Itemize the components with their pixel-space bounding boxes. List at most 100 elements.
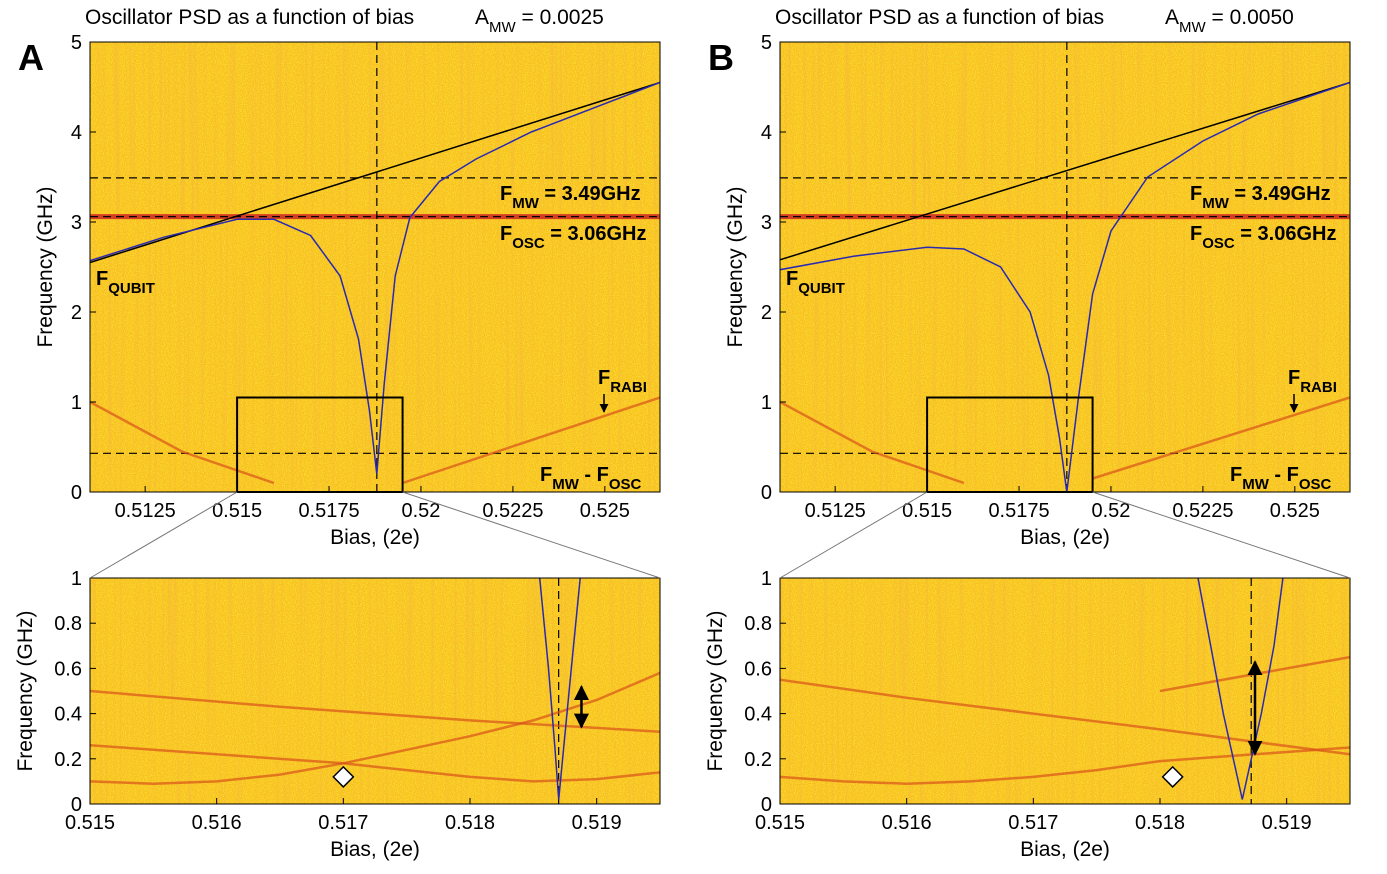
subscript: MW [1242,476,1269,493]
zoom-connector [1092,491,1351,579]
heatmap-texture [90,42,660,492]
y-axis-label: Frequency (GHz) [14,610,37,771]
annotation: FMW - FOSC [540,464,642,493]
plot-area [90,578,660,804]
curve [90,689,660,733]
text-part: = 3.49GHz [1229,183,1331,205]
text-part: F [1288,367,1300,389]
x-tick-label: 0.5175 [298,500,359,522]
x-tick-label: 0.515 [902,500,952,522]
curve [90,671,660,785]
text-part: F [540,464,552,486]
text-part: = 3.49GHz [539,183,641,205]
y-tick-label: 5 [71,32,82,54]
subscript: OSC [609,476,642,493]
curve [780,81,1350,261]
y-tick-label: 3 [761,212,772,234]
x-axis-label: Bias, (2e) [330,526,420,549]
text-part: F [786,268,798,290]
zoom-connector [89,491,238,579]
x-tick-label: 0.52 [1091,500,1130,522]
annotation: FQUBIT [96,268,155,297]
subscript: OSC [1202,235,1235,252]
x-axis-label: Bias, (2e) [1020,838,1110,861]
y-axis-label: Frequency (GHz) [34,186,57,347]
curve [90,400,275,485]
curve [780,400,965,485]
y-tick-label: 5 [761,32,772,54]
curve [402,396,660,485]
x-tick-label: 0.519 [572,812,622,834]
text-part: F [1190,223,1202,245]
y-tick-label: 0 [71,794,82,816]
y-tick-label: 0 [761,794,772,816]
text-part: = 3.06GHz [545,223,647,245]
axes-frame [89,577,661,805]
x-tick-label: 0.5125 [115,500,176,522]
annotation: FMW = 3.49GHz [1190,183,1331,212]
y-tick-label: 4 [71,122,82,144]
annotation: FMW = 3.49GHz [500,183,641,212]
y-axis-label: Frequency (GHz) [704,610,727,771]
curve [90,81,660,475]
subscript: OSC [512,235,545,252]
plot-area [780,42,1350,492]
annotation: FOSC = 3.06GHz [1190,223,1336,252]
axes-frame [779,577,1351,805]
x-tick-label: 0.5225 [482,500,543,522]
diamond-marker [1161,765,1184,788]
y-tick-label: 3 [71,212,82,234]
text-part: F [1230,464,1242,486]
text-part: A [475,6,489,29]
y-tick-label: 1 [761,392,772,414]
subscript: RABI [610,379,647,396]
x-axis-label: Bias, (2e) [1020,526,1110,549]
annotation: FRABI [1288,367,1337,396]
subscript: QUBIT [108,280,155,297]
x-tick-label: 0.525 [1270,500,1320,522]
annotation: FRABI [598,367,647,396]
y-tick-label: 4 [761,122,772,144]
text-part: - F [579,464,609,486]
text-part: = 3.06GHz [1235,223,1337,245]
y-tick-label: 0.4 [744,704,772,726]
subscript: MW [489,19,516,36]
x-tick-label: 0.518 [445,812,495,834]
chart-parameter: AMW = 0.0050 [1165,6,1294,36]
text-part: F [1190,183,1202,205]
axes-frame [779,41,1351,493]
x-tick-label: 0.52 [401,500,440,522]
x-tick-label: 0.5175 [988,500,1049,522]
subscript: OSC [1299,476,1332,493]
annotation: FQUBIT [786,268,845,297]
x-tick-label: 0.5125 [805,500,866,522]
y-tick-label: 1 [761,568,772,590]
y-tick-label: 0 [71,482,82,504]
chart-title: Oscillator PSD as a function of bias [85,6,414,29]
text-part: F [500,183,512,205]
subscript: QUBIT [798,280,845,297]
chart-title: Oscillator PSD as a function of bias [775,6,1104,29]
text-part: - F [1269,464,1299,486]
x-axis-label: Bias, (2e) [330,838,420,861]
chart-parameter: AMW = 0.0025 [475,6,604,36]
subscript: RABI [1300,379,1337,396]
x-tick-label: 0.515 [65,812,115,834]
text-part: F [598,367,610,389]
y-tick-label: 1 [71,392,82,414]
y-tick-label: 0 [761,482,772,504]
y-axis-label: Frequency (GHz) [724,186,747,347]
y-tick-label: 0.2 [744,749,772,771]
x-tick-label: 0.5225 [1172,500,1233,522]
x-tick-label: 0.515 [212,500,262,522]
text-part: = 0.0050 [1206,6,1294,29]
curve [1092,396,1350,480]
y-tick-label: 1 [71,568,82,590]
x-tick-label: 0.515 [755,812,805,834]
y-tick-label: 0.6 [54,658,82,680]
x-tick-label: 0.517 [318,812,368,834]
axes-frame [89,41,661,493]
text-part: F [96,268,108,290]
panel-label: A [18,37,44,78]
